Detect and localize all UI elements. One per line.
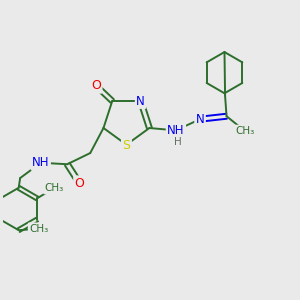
Text: N: N (136, 94, 145, 107)
Text: CH₃: CH₃ (44, 183, 64, 193)
Text: O: O (91, 79, 101, 92)
Text: CH₃: CH₃ (29, 224, 48, 234)
Text: NH: NH (167, 124, 185, 137)
Text: S: S (122, 139, 130, 152)
Text: O: O (75, 177, 85, 190)
Text: N: N (196, 113, 204, 126)
Text: CH₃: CH₃ (235, 126, 254, 136)
Text: H: H (173, 137, 181, 147)
Text: NH: NH (32, 156, 50, 169)
